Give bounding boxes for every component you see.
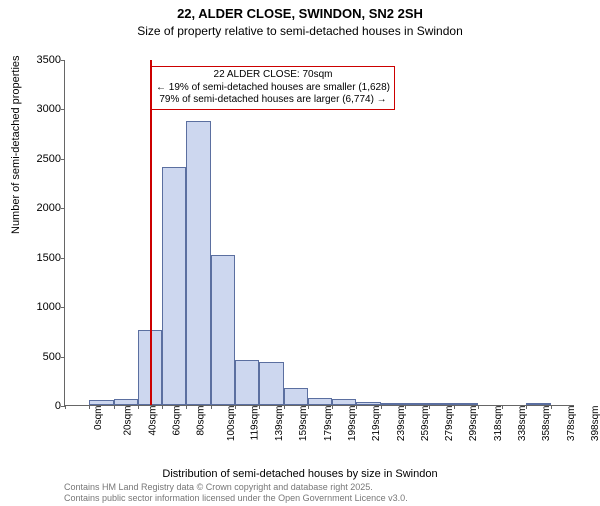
x-tick-label: 338sqm <box>517 406 528 442</box>
x-tick-label: 398sqm <box>590 406 600 442</box>
x-tick-label: 239sqm <box>396 406 407 442</box>
chart-subtitle: Size of property relative to semi-detach… <box>0 24 600 38</box>
x-tick-label: 40sqm <box>147 406 158 436</box>
y-tick-label: 1000 <box>23 301 61 313</box>
x-axis-label: Distribution of semi-detached houses by … <box>0 468 600 480</box>
x-tick-label: 80sqm <box>196 406 207 436</box>
histogram-bar <box>454 403 478 405</box>
histogram-bar <box>114 399 138 405</box>
x-tick-label: 139sqm <box>274 406 285 442</box>
y-tick-label: 500 <box>23 351 61 363</box>
annotation-box: 22 ALDER CLOSE: 70sqm← 19% of semi-detac… <box>151 66 395 110</box>
histogram-bar <box>235 360 259 405</box>
histogram-bar <box>429 403 453 405</box>
histogram-bar <box>211 255 235 405</box>
histogram-bar <box>162 167 186 405</box>
y-tick-label: 1500 <box>23 252 61 264</box>
x-tick-label: 259sqm <box>420 406 431 442</box>
y-tick-label: 2000 <box>23 202 61 214</box>
y-tick-label: 3000 <box>23 103 61 115</box>
x-tick-label: 0sqm <box>93 406 104 430</box>
x-tick-label: 60sqm <box>172 406 183 436</box>
y-tick-label: 0 <box>23 400 61 412</box>
histogram-bar <box>526 403 550 405</box>
annotation-line: 22 ALDER CLOSE: 70sqm <box>156 69 390 82</box>
histogram-bar <box>186 121 210 405</box>
y-tick-label: 2500 <box>23 153 61 165</box>
x-tick-label: 119sqm <box>249 406 260 441</box>
x-tick-label: 318sqm <box>493 406 504 442</box>
histogram-bar <box>284 388 308 405</box>
histogram-bar <box>405 403 429 405</box>
annotation-line: ← 19% of semi-detached houses are smalle… <box>156 82 390 95</box>
x-tick-label: 100sqm <box>226 406 237 442</box>
histogram-bar <box>332 399 356 405</box>
x-tick-label: 179sqm <box>323 406 334 442</box>
x-tick-label: 159sqm <box>299 406 310 442</box>
attribution-text: Contains HM Land Registry data © Crown c… <box>64 482 408 504</box>
plot-area: 05001000150020002500300035000sqm20sqm40s… <box>64 60 574 406</box>
y-tick-label: 3500 <box>23 54 61 66</box>
annotation-line: 79% of semi-detached houses are larger (… <box>156 94 390 107</box>
chart-title: 22, ALDER CLOSE, SWINDON, SN2 2SH <box>0 6 600 23</box>
x-tick-label: 299sqm <box>469 406 480 442</box>
property-marker-line <box>150 60 152 405</box>
x-tick-label: 279sqm <box>444 406 455 442</box>
histogram-bar <box>89 400 113 405</box>
histogram-bar <box>381 403 405 405</box>
y-axis-label: Number of semi-detached properties <box>10 55 22 234</box>
attribution-line: Contains public sector information licen… <box>64 493 408 504</box>
x-tick-label: 358sqm <box>541 406 552 442</box>
attribution-line: Contains HM Land Registry data © Crown c… <box>64 482 408 493</box>
histogram-bar <box>356 402 380 405</box>
x-tick-label: 378sqm <box>566 406 577 442</box>
histogram-bar <box>308 398 332 405</box>
x-tick-label: 20sqm <box>123 406 134 436</box>
x-tick-label: 199sqm <box>347 406 358 442</box>
x-tick-label: 219sqm <box>371 406 382 442</box>
histogram-bar <box>259 362 283 405</box>
